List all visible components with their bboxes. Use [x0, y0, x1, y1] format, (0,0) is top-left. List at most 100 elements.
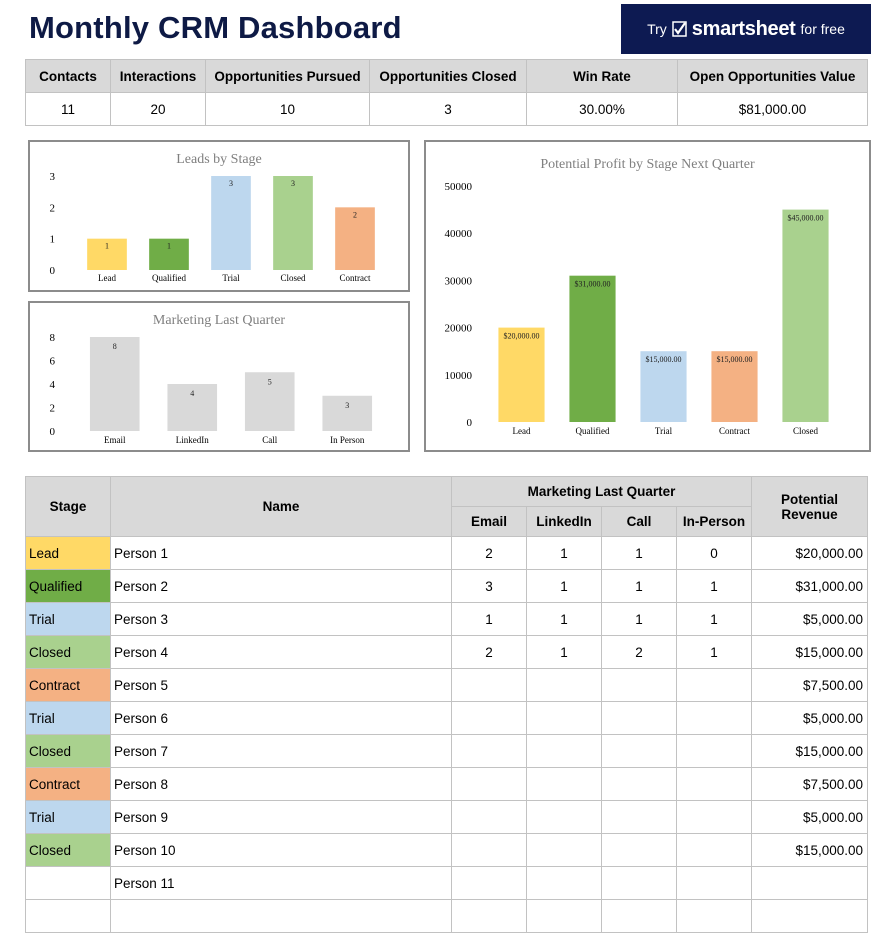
marketing-bar-in-person[interactable] [322, 395, 373, 431]
crm-cell-name[interactable]: Person 6 [110, 701, 452, 735]
kpi-value-win-rate[interactable]: 30.00% [526, 92, 678, 126]
crm-cell-email[interactable] [451, 767, 527, 801]
crm-cell-revenue[interactable] [751, 899, 869, 933]
crm-cell-name[interactable]: Person 10 [110, 833, 452, 867]
crm-cell-inperson[interactable]: 1 [675, 635, 753, 669]
crm-cell-stage[interactable]: Contract [25, 767, 111, 801]
crm-cell-inperson[interactable] [675, 800, 753, 834]
crm-cell-linkedin[interactable]: 1 [526, 536, 602, 570]
crm-cell-inperson[interactable]: 1 [675, 569, 753, 603]
crm-cell-call[interactable]: 1 [601, 569, 677, 603]
crm-cell-call[interactable] [601, 701, 677, 735]
crm-cell-call[interactable]: 1 [601, 536, 677, 570]
crm-cell-linkedin[interactable] [526, 800, 602, 834]
crm-cell-inperson[interactable] [675, 701, 753, 735]
crm-cell-revenue[interactable]: $5,000.00 [751, 701, 869, 735]
profit-bar-lead[interactable] [498, 327, 545, 422]
marketing-bar-call[interactable] [244, 372, 295, 431]
crm-cell-call[interactable] [601, 668, 677, 702]
crm-cell-name[interactable]: Person 9 [110, 800, 452, 834]
crm-cell-call[interactable] [601, 767, 677, 801]
crm-cell-inperson[interactable] [675, 866, 753, 900]
kpi-value-contacts[interactable]: 11 [25, 92, 111, 126]
crm-cell-email[interactable]: 2 [451, 536, 527, 570]
crm-cell-name[interactable] [110, 899, 452, 933]
kpi-value-opportunities-pursued[interactable]: 10 [205, 92, 370, 126]
crm-cell-inperson[interactable] [675, 668, 753, 702]
crm-cell-stage[interactable] [25, 866, 111, 900]
crm-cell-revenue[interactable]: $31,000.00 [751, 569, 869, 603]
crm-cell-email[interactable] [451, 668, 527, 702]
crm-cell-linkedin[interactable] [526, 734, 602, 768]
crm-cell-stage[interactable]: Closed [25, 833, 111, 867]
crm-cell-linkedin[interactable] [526, 668, 602, 702]
crm-cell-call[interactable] [601, 866, 677, 900]
leads-by-stage-chart[interactable]: Leads by Stage 0 1 2 3 1 Lead 1 Qualified 3 Trial 3… [28, 140, 410, 292]
profit-bar-trial[interactable] [640, 351, 687, 422]
crm-cell-inperson[interactable] [675, 833, 753, 867]
crm-cell-linkedin[interactable] [526, 899, 602, 933]
crm-cell-email[interactable] [451, 866, 527, 900]
crm-cell-name[interactable]: Person 1 [110, 536, 452, 570]
potential-profit-chart[interactable]: Potential Profit by Stage Next Quarter 0 1… [424, 140, 871, 452]
crm-cell-email[interactable]: 1 [451, 602, 527, 636]
crm-cell-call[interactable] [601, 800, 677, 834]
crm-cell-revenue[interactable]: $20,000.00 [751, 536, 869, 570]
marketing-bar-linkedin[interactable] [167, 384, 218, 431]
try-smartsheet-button[interactable]: Try smartsheet for free [621, 4, 871, 54]
crm-cell-call[interactable] [601, 899, 677, 933]
crm-cell-inperson[interactable]: 1 [675, 602, 753, 636]
crm-cell-email[interactable] [451, 899, 527, 933]
profit-bar-qualified[interactable] [569, 275, 616, 422]
crm-cell-email[interactable] [451, 833, 527, 867]
leads-bar-closed[interactable] [273, 176, 313, 270]
kpi-value-open-opportunities-value[interactable]: $81,000.00 [677, 92, 868, 126]
crm-cell-stage[interactable]: Lead [25, 536, 111, 570]
crm-cell-linkedin[interactable]: 1 [526, 602, 602, 636]
crm-cell-stage[interactable]: Trial [25, 800, 111, 834]
crm-cell-stage[interactable]: Trial [25, 701, 111, 735]
marketing-last-quarter-chart[interactable]: Marketing Last Quarter 0 2 4 6 8 8 Email 4 Linked… [28, 301, 410, 452]
crm-cell-inperson[interactable]: 0 [675, 536, 753, 570]
crm-cell-stage[interactable]: Contract [25, 668, 111, 702]
crm-cell-email[interactable] [451, 734, 527, 768]
crm-cell-name[interactable]: Person 8 [110, 767, 452, 801]
crm-cell-stage[interactable] [25, 899, 111, 933]
crm-cell-call[interactable] [601, 833, 677, 867]
crm-cell-name[interactable]: Person 7 [110, 734, 452, 768]
kpi-value-opportunities-closed[interactable]: 3 [369, 92, 527, 126]
crm-cell-stage[interactable]: Closed [25, 734, 111, 768]
crm-cell-name[interactable]: Person 3 [110, 602, 452, 636]
crm-cell-linkedin[interactable] [526, 833, 602, 867]
leads-bar-trial[interactable] [211, 176, 251, 270]
crm-cell-revenue[interactable]: $15,000.00 [751, 833, 869, 867]
leads-bar-contract[interactable] [335, 207, 375, 270]
marketing-bar-email[interactable] [89, 337, 140, 431]
profit-bar-closed[interactable] [782, 209, 829, 422]
crm-cell-revenue[interactable]: $5,000.00 [751, 602, 869, 636]
profit-bar-contract[interactable] [711, 351, 758, 422]
crm-cell-linkedin[interactable] [526, 767, 602, 801]
kpi-value-interactions[interactable]: 20 [110, 92, 206, 126]
crm-cell-call[interactable]: 1 [601, 602, 677, 636]
crm-cell-inperson[interactable] [675, 734, 753, 768]
leads-bar-lead[interactable] [87, 238, 127, 270]
crm-cell-name[interactable]: Person 2 [110, 569, 452, 603]
crm-cell-name[interactable]: Person 5 [110, 668, 452, 702]
crm-cell-email[interactable] [451, 701, 527, 735]
crm-cell-email[interactable]: 2 [451, 635, 527, 669]
crm-cell-revenue[interactable] [751, 866, 869, 900]
crm-cell-linkedin[interactable]: 1 [526, 569, 602, 603]
crm-cell-stage[interactable]: Qualified [25, 569, 111, 603]
leads-bar-qualified[interactable] [149, 238, 189, 270]
crm-cell-revenue[interactable]: $15,000.00 [751, 734, 869, 768]
crm-cell-stage[interactable]: Trial [25, 602, 111, 636]
crm-cell-linkedin[interactable] [526, 866, 602, 900]
crm-cell-inperson[interactable] [675, 767, 753, 801]
crm-cell-linkedin[interactable] [526, 701, 602, 735]
crm-cell-email[interactable]: 3 [451, 569, 527, 603]
crm-cell-revenue[interactable]: $7,500.00 [751, 767, 869, 801]
crm-cell-stage[interactable]: Closed [25, 635, 111, 669]
crm-cell-name[interactable]: Person 4 [110, 635, 452, 669]
crm-cell-call[interactable] [601, 734, 677, 768]
